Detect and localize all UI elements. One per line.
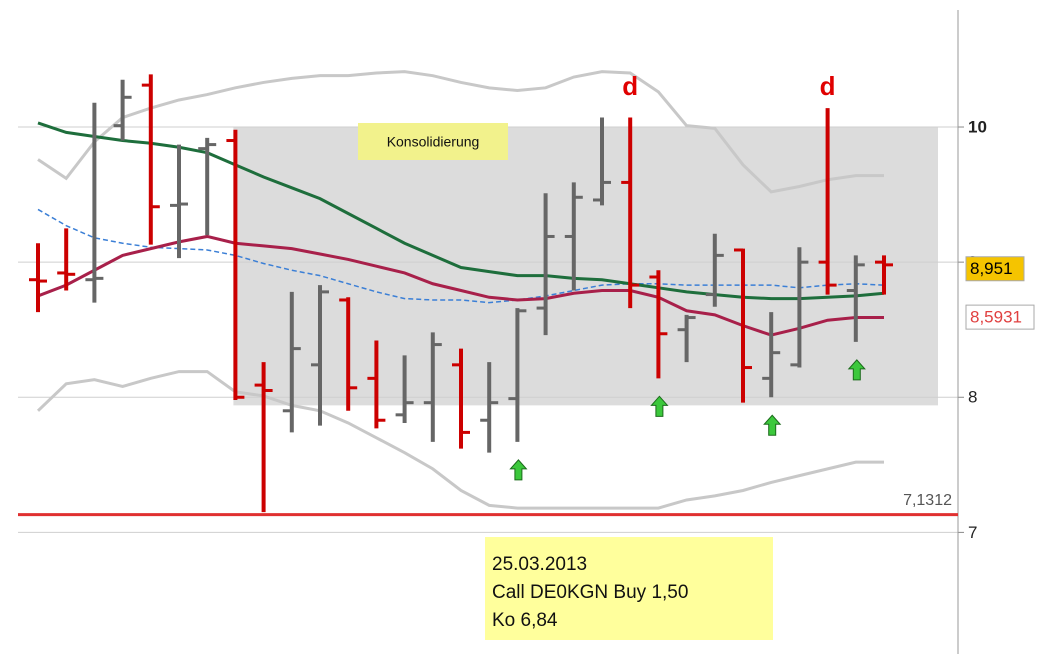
price-label: 8,5931 — [970, 308, 1022, 327]
y-tick-label: 10 — [968, 118, 987, 137]
divergence-signal: d — [622, 71, 638, 101]
tooltip-box — [485, 537, 773, 640]
level-label: 7,1312 — [903, 492, 952, 509]
buy-arrow — [763, 414, 782, 436]
price-label: 8,951 — [970, 259, 1013, 278]
tooltip-line: 25.03.2013 — [492, 554, 587, 575]
consolidation-zone — [233, 127, 938, 406]
y-tick-label: 7 — [968, 523, 977, 542]
price-label-box — [965, 256, 1025, 282]
zone-label: Konsolidierung — [387, 134, 480, 150]
buy-arrow — [650, 395, 669, 417]
buy-arrow — [509, 459, 528, 481]
buy-arrow — [847, 359, 866, 381]
tooltip-line: Ko 6,84 — [492, 610, 558, 631]
zone-label-box — [358, 123, 508, 160]
indicator-line — [37, 70, 884, 194]
price-label-box — [965, 304, 1035, 330]
y-tick-label: 8 — [968, 388, 977, 407]
indicator-line — [36, 370, 884, 510]
divergence-signal: d — [820, 71, 836, 101]
tooltip-line: Call DE0KGN Buy 1,50 — [492, 582, 688, 603]
